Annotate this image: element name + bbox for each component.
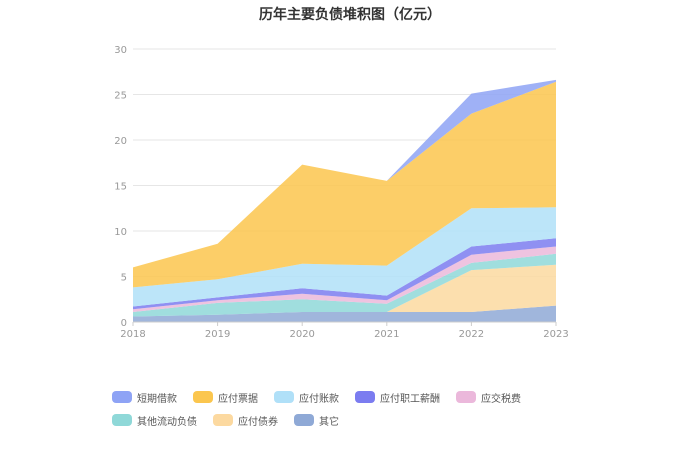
legend: 短期借款 应付票据 应付账款 应付职工薪酬 应交税费其他流动负债 应付债券 其它 <box>112 390 602 428</box>
x-tick-label: 2023 <box>543 329 568 340</box>
legend-label: 短期借款 <box>137 393 177 405</box>
legend-item[interactable]: 应付票据 <box>193 390 258 405</box>
legend-label: 应交税费 <box>481 393 521 405</box>
series-area-3 <box>133 246 556 312</box>
legend-label: 应付账款 <box>299 393 339 405</box>
legend-item[interactable]: 应付职工薪酬 <box>355 390 440 405</box>
legend-swatch <box>112 414 132 426</box>
series-area-4 <box>133 238 556 310</box>
legend-swatch <box>213 414 233 426</box>
y-tick-label: 0 <box>121 318 127 329</box>
legend-label: 应付债券 <box>238 416 278 428</box>
legend-item[interactable]: 应付债券 <box>213 413 278 428</box>
x-tick-label: 2021 <box>374 329 399 340</box>
series-area-5 <box>133 207 556 307</box>
chart-title: 历年主要负债堆积图（亿元） <box>259 7 441 23</box>
series-area-2 <box>133 253 556 317</box>
series-area-0 <box>133 305 556 322</box>
legend-swatch <box>294 414 314 426</box>
series-area-1 <box>133 264 556 317</box>
legend-label: 应付职工薪酬 <box>380 393 440 405</box>
legend-item[interactable]: 应付账款 <box>274 390 339 405</box>
legend-label: 应付票据 <box>218 393 258 405</box>
series-area-6 <box>133 81 556 288</box>
x-tick-label: 2020 <box>289 329 314 340</box>
x-tick-label: 2018 <box>120 329 145 340</box>
legend-swatch <box>274 391 294 403</box>
y-tick-label: 25 <box>114 91 127 102</box>
y-tick-label: 20 <box>114 136 127 147</box>
legend-item[interactable]: 其它 <box>294 413 339 428</box>
y-tick-label: 5 <box>121 273 127 284</box>
legend-swatch <box>456 391 476 403</box>
legend-item[interactable]: 应交税费 <box>456 390 521 405</box>
legend-swatch <box>193 391 213 403</box>
legend-item[interactable]: 短期借款 <box>112 390 177 405</box>
legend-label: 其他流动负债 <box>137 416 197 428</box>
x-tick-label: 2019 <box>205 329 230 340</box>
legend-swatch <box>355 391 375 403</box>
legend-label: 其它 <box>319 416 339 428</box>
y-tick-label: 15 <box>114 182 127 193</box>
x-tick-label: 2022 <box>459 329 484 340</box>
y-tick-label: 30 <box>114 45 127 56</box>
legend-item[interactable]: 其他流动负债 <box>112 413 197 428</box>
legend-swatch <box>112 391 132 403</box>
series-area-7 <box>133 79 556 268</box>
y-tick-label: 10 <box>114 227 127 238</box>
